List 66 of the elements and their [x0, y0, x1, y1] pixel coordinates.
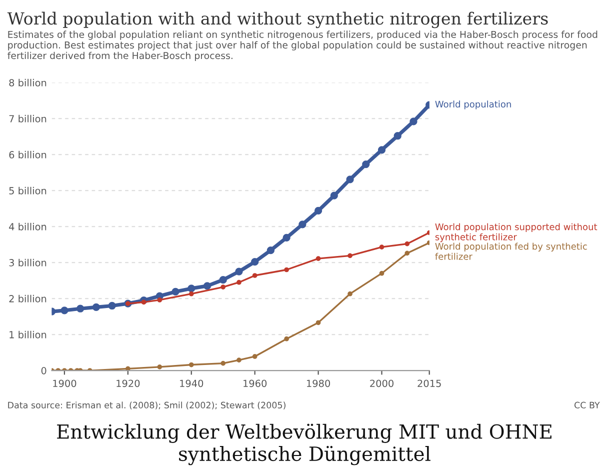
x-tick-label: 2015 [418, 380, 441, 388]
point [348, 253, 352, 258]
y-tick-label: 0 [41, 367, 46, 374]
point [298, 220, 306, 228]
series-label: World population fed by synthetic fertilizer [435, 242, 587, 260]
x-tick-label: 1960 [244, 380, 267, 388]
point [236, 280, 242, 285]
point [92, 303, 100, 311]
y-tick-label: 7 billion [9, 114, 46, 122]
y-tick-label: 2 billion [9, 294, 46, 302]
series-label: World population supported without synthetic fertilizer [435, 223, 598, 242]
point [251, 258, 259, 266]
source-note: Data source: Erisman et al. (2008); Smil (2002); Stewart (2005) [8, 402, 286, 410]
point [404, 250, 410, 256]
y-tick-label: 4 billion [9, 222, 46, 230]
point [378, 146, 386, 154]
point [266, 246, 275, 254]
point [157, 364, 162, 370]
point [404, 241, 410, 246]
point [219, 276, 227, 284]
point [346, 176, 354, 184]
point [379, 244, 384, 250]
point [394, 132, 402, 140]
point [252, 354, 258, 359]
y-tick-label: 5 billion [9, 186, 46, 194]
chart-title: World population with and without synthetic nitrogen fertilizers [7, 12, 548, 28]
point [236, 358, 242, 363]
y-tick-label: 3 billion [9, 258, 46, 266]
point [348, 291, 352, 296]
y-tick-label: 1 billion [10, 330, 46, 338]
point [108, 302, 116, 310]
x-tick-label: 1920 [116, 380, 140, 388]
point [157, 298, 162, 302]
x-tick-label: 2000 [370, 380, 394, 388]
point [362, 160, 370, 168]
x-tick-label: 1900 [53, 380, 76, 388]
text: Entwicklung der Weltbevölkerung MIT und OHNE synthetische Düngemittel [57, 424, 552, 466]
x-tick-label: 1940 [180, 380, 204, 388]
point [235, 268, 243, 276]
point [188, 284, 196, 292]
point [282, 234, 290, 242]
point [330, 192, 338, 200]
point [203, 282, 212, 290]
line-series [52, 240, 430, 371]
point [220, 284, 226, 290]
point [314, 206, 322, 215]
point [252, 273, 258, 278]
y-tick-label: 6 billion [9, 150, 46, 158]
point [188, 362, 194, 368]
text: CC BY [574, 402, 600, 408]
point [188, 291, 194, 296]
series-label: World population [435, 100, 511, 110]
point [76, 304, 84, 312]
point [60, 306, 68, 314]
point [379, 270, 384, 276]
point [172, 288, 180, 296]
x-tick-label: 1980 [306, 380, 330, 388]
chart-subtitle: Estimates of the global population reliant on synthetic nitrogenous fertilizers, produced via the Haber-Bosch process for food production. Best estimates project that just over half of the global population could be sustained without reactive nitrogen fertilizer derived from the Haber-Bosch process. [8, 30, 598, 61]
point [220, 360, 226, 366]
point [284, 267, 289, 272]
point [410, 118, 418, 126]
point [316, 320, 321, 326]
point [141, 300, 146, 305]
point [316, 256, 321, 262]
y-tick-label: 8 billion [9, 78, 46, 86]
point [284, 336, 289, 342]
